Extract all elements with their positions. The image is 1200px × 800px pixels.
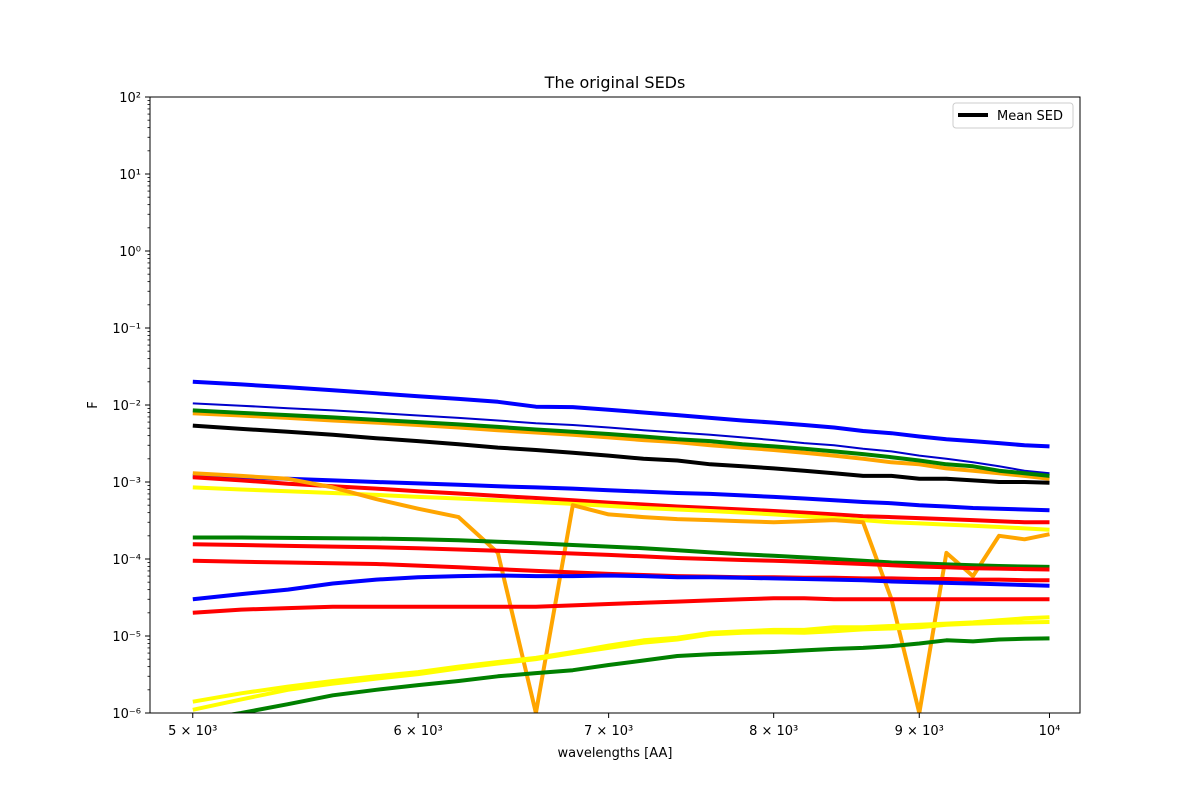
sed-series-line-6 (192, 475, 1050, 525)
y-tick-label-8: 10² (119, 91, 141, 106)
y-tick-label-0: 10⁻⁶ (112, 707, 141, 722)
y-tick-label-2: 10⁻⁴ (112, 553, 141, 568)
sed-series-line-2 (192, 411, 1050, 481)
sed-series-line-12 (192, 573, 1050, 602)
x-tick-label-0: 5 × 10³ (168, 724, 217, 739)
x-tick-label-2: 7 × 10³ (584, 724, 633, 739)
sed-series-line-13 (192, 596, 1050, 615)
y-tick-label-7: 10¹ (119, 168, 141, 183)
legend-label-mean-sed: Mean SED (997, 109, 1063, 124)
y-axis-title: F (86, 401, 101, 408)
y-tick-label-4: 10⁻² (112, 399, 141, 414)
y-tick-label-5: 10⁻¹ (112, 322, 141, 337)
y-tick-label-6: 10⁰ (119, 245, 141, 260)
legend-box (952, 102, 1074, 129)
y-tick-label-3: 10⁻³ (112, 476, 141, 491)
x-tick-label-5: 10⁴ (1039, 724, 1061, 739)
sed-series-line-15 (192, 620, 1050, 712)
sed-series-line-4 (192, 423, 1050, 485)
sed-series-line-7 (192, 485, 1050, 532)
x-tick-label-1: 6 × 10³ (394, 724, 443, 739)
sed-series-line-1 (192, 402, 1050, 475)
sed-series-line-10 (192, 542, 1050, 572)
chart-title: The original SEDs (544, 73, 686, 92)
x-axis-title: wavelengths [AA] (558, 746, 673, 761)
y-tick-label-1: 10⁻⁵ (112, 630, 141, 645)
sed-series-line-3 (192, 408, 1050, 478)
legend: Mean SED (952, 102, 1074, 129)
sed-series-line-16 (228, 636, 1050, 713)
axis-ticks: 5 × 10³ 6 × 10³ 7 × 10³ 8 × 10³ 9 × 10³ 10⁴ 10… (112, 91, 1060, 739)
x-tick-label-3: 8 × 10³ (749, 724, 798, 739)
sed-series-line-0 (192, 379, 1050, 449)
series-layer (192, 379, 1050, 713)
x-tick-label-4: 9 × 10³ (895, 724, 944, 739)
sed-series-line-5 (192, 473, 1050, 513)
sed-series-line-9 (192, 535, 1050, 569)
